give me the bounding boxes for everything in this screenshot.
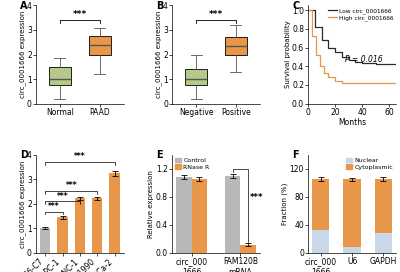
Y-axis label: circ_0001666 expression: circ_0001666 expression: [19, 160, 26, 248]
PathPatch shape: [49, 67, 71, 85]
Bar: [375, 233, 392, 253]
Text: ***: ***: [48, 202, 60, 211]
Bar: [92, 199, 102, 253]
Text: P = 0.016: P = 0.016: [345, 55, 383, 64]
Bar: [40, 228, 50, 253]
Legend: Nuclear, Cytoplasmic: Nuclear, Cytoplasmic: [346, 158, 393, 170]
Text: ***: ***: [73, 10, 87, 19]
Bar: [312, 179, 330, 230]
Text: E: E: [156, 150, 163, 160]
Bar: [192, 179, 207, 253]
Y-axis label: circ_0001666 expression: circ_0001666 expression: [19, 11, 26, 98]
Bar: [57, 217, 68, 253]
Text: D: D: [20, 150, 28, 160]
X-axis label: Months: Months: [338, 118, 366, 127]
Text: C: C: [292, 1, 300, 11]
Bar: [75, 199, 85, 253]
PathPatch shape: [89, 36, 111, 55]
Text: A: A: [20, 1, 28, 11]
Bar: [240, 245, 256, 253]
PathPatch shape: [225, 37, 247, 55]
Y-axis label: Survival probability: Survival probability: [284, 21, 290, 88]
Y-axis label: Relative expression: Relative expression: [148, 170, 154, 238]
Text: F: F: [292, 150, 299, 160]
Legend: Low circ_0001666, High circ_0001666: Low circ_0001666, High circ_0001666: [328, 8, 393, 21]
Bar: [344, 179, 361, 247]
Bar: [312, 230, 330, 253]
Text: ***: ***: [66, 181, 77, 190]
Bar: [225, 176, 240, 253]
PathPatch shape: [185, 69, 207, 85]
Text: B: B: [156, 1, 164, 11]
Bar: [344, 247, 361, 253]
Bar: [375, 179, 392, 233]
Text: ***: ***: [250, 193, 264, 202]
Text: ***: ***: [57, 192, 68, 201]
Y-axis label: Fraction (%): Fraction (%): [282, 183, 288, 225]
Bar: [110, 173, 120, 253]
Text: ***: ***: [74, 152, 86, 161]
Text: ***: ***: [209, 10, 223, 19]
Y-axis label: circ_0001666 expression: circ_0001666 expression: [155, 11, 162, 98]
Legend: Control, RNase R: Control, RNase R: [175, 158, 210, 170]
Bar: [176, 177, 192, 253]
